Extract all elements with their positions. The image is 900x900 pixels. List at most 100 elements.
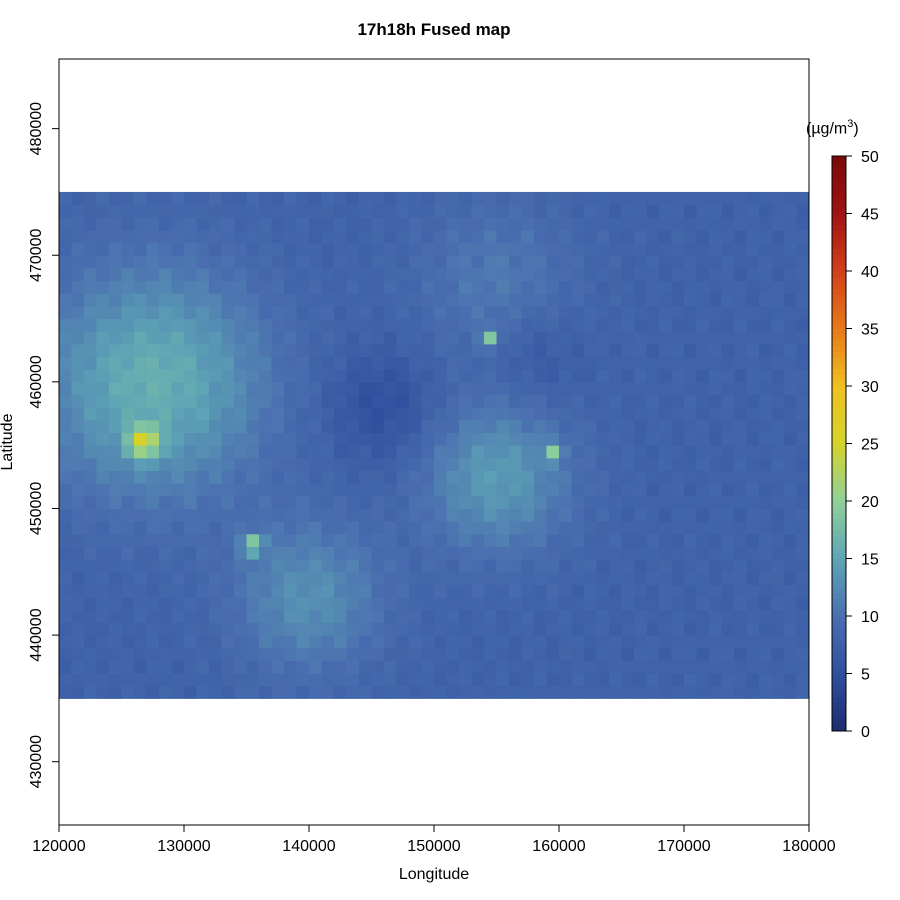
heatmap-cell	[196, 394, 210, 408]
heatmap-cell	[509, 685, 522, 699]
heatmap-cell	[109, 584, 122, 598]
heatmap-cell	[459, 571, 472, 585]
heatmap-cell	[521, 318, 535, 332]
heatmap-cell	[296, 597, 310, 611]
heatmap-cell	[334, 217, 347, 231]
heatmap-cell	[659, 204, 672, 218]
heatmap-cell	[396, 191, 410, 206]
heatmap-cell	[559, 660, 572, 674]
heatmap-cell	[696, 635, 710, 649]
heatmap-cell	[196, 293, 210, 307]
heatmap-cell	[534, 495, 547, 509]
heatmap-cell	[321, 445, 335, 459]
heatmap-cell	[209, 546, 222, 560]
heatmap-cell	[146, 685, 160, 699]
heatmap-cell	[321, 267, 335, 282]
heatmap-cell	[71, 685, 85, 699]
heatmap-cell	[96, 394, 110, 408]
heatmap-cell	[596, 584, 610, 598]
heatmap-cell	[459, 483, 472, 497]
heatmap-cell	[234, 609, 247, 623]
colorbar-segment	[832, 259, 846, 266]
heatmap-cell	[221, 356, 235, 370]
heatmap-cell	[596, 495, 610, 509]
heatmap-cell	[309, 495, 322, 509]
heatmap-cell	[134, 242, 147, 256]
heatmap-cell	[646, 394, 660, 408]
heatmap-cell	[434, 508, 447, 522]
heatmap-cell	[146, 508, 160, 522]
heatmap-cell	[59, 470, 72, 484]
heatmap-cell	[109, 597, 122, 611]
heatmap-cell	[759, 191, 772, 206]
heatmap-cell	[784, 660, 797, 674]
heatmap-cell	[684, 419, 697, 434]
heatmap-cell	[384, 242, 397, 256]
heatmap-cell	[134, 407, 147, 421]
heatmap-cell	[646, 293, 660, 307]
heatmap-cell	[734, 584, 747, 598]
heatmap-cell	[146, 280, 160, 294]
heatmap-cell	[696, 571, 710, 585]
heatmap-cell	[459, 343, 472, 358]
heatmap-cell	[746, 660, 760, 674]
heatmap-cell	[421, 267, 435, 282]
heatmap-cell	[434, 571, 447, 585]
heatmap-cell	[521, 356, 535, 370]
heatmap-cell	[784, 546, 797, 560]
heatmap-cell	[359, 685, 372, 699]
heatmap-cell	[446, 571, 460, 585]
heatmap-cell	[221, 394, 235, 408]
heatmap-cell	[309, 457, 322, 471]
heatmap-cell	[284, 280, 297, 294]
heatmap-cell	[684, 673, 697, 687]
colorbar-segment	[832, 253, 846, 260]
colorbar-segment	[832, 650, 846, 657]
heatmap-cell	[796, 191, 810, 206]
heatmap-cell	[409, 597, 422, 611]
heatmap-cell	[446, 647, 460, 661]
heatmap-cell	[796, 495, 810, 509]
heatmap-cell	[171, 229, 185, 244]
heatmap-cell	[396, 255, 410, 269]
heatmap-cell	[59, 242, 72, 256]
heatmap-cell	[159, 597, 172, 611]
heatmap-cell	[146, 356, 160, 370]
heatmap-cell	[309, 280, 322, 294]
heatmap-cell	[734, 381, 747, 396]
heatmap-cell	[534, 660, 547, 674]
heatmap-cell	[84, 331, 97, 345]
heatmap-cell	[796, 293, 810, 307]
heatmap-cell	[271, 204, 285, 218]
heatmap-cell	[196, 369, 210, 383]
heatmap-cell	[709, 584, 722, 598]
heatmap-cell	[621, 318, 635, 332]
heatmap-cell	[634, 609, 647, 623]
heatmap-cell	[359, 622, 372, 636]
heatmap-cell	[121, 521, 135, 535]
heatmap-cell	[209, 533, 222, 547]
heatmap-cell	[371, 609, 385, 623]
heatmap-cell	[546, 394, 560, 408]
heatmap-cell	[446, 685, 460, 699]
heatmap-cell	[734, 647, 747, 661]
heatmap-cell	[284, 432, 297, 446]
heatmap-cell	[334, 609, 347, 623]
heatmap-cell	[296, 267, 310, 282]
heatmap-cell	[96, 280, 110, 294]
heatmap-cell	[171, 217, 185, 231]
heatmap-cell	[271, 470, 285, 484]
heatmap-cell	[646, 546, 660, 560]
heatmap-cell	[234, 293, 247, 307]
heatmap-cell	[659, 635, 672, 649]
heatmap-cell	[146, 242, 160, 256]
heatmap-cell	[121, 267, 135, 282]
heatmap-cell	[459, 457, 472, 471]
heatmap-cell	[696, 597, 710, 611]
heatmap-cell	[684, 394, 697, 408]
heatmap-cell	[296, 559, 310, 573]
heatmap-cell	[309, 597, 322, 611]
heatmap-cell	[134, 217, 147, 231]
heatmap-cell	[421, 495, 435, 509]
heatmap-cell	[246, 609, 260, 623]
